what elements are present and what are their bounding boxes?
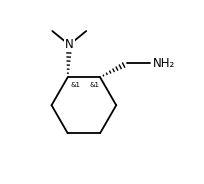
Text: &1: &1 (89, 82, 99, 88)
Text: N: N (64, 38, 73, 51)
Text: NH₂: NH₂ (152, 57, 174, 70)
Text: &1: &1 (70, 82, 80, 88)
